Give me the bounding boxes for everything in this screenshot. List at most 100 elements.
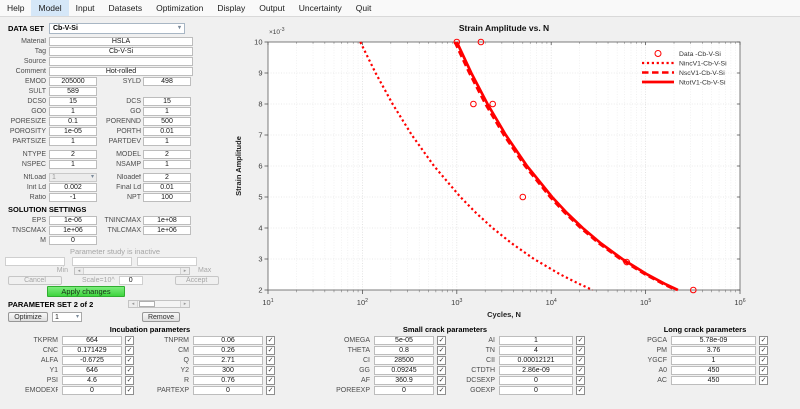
poresize-field[interactable]: 0.1 [49,116,97,126]
emod-field[interactable]: 205000 [49,76,97,86]
eps-field[interactable]: 1e-06 [49,215,97,225]
nsamp-field[interactable]: 1 [143,159,191,169]
syld-field[interactable]: 498 [143,76,191,86]
source-field[interactable] [49,56,193,66]
m-field[interactable]: 0 [49,235,97,245]
y2-field[interactable]: 300 [193,365,263,375]
y1-checkbox[interactable]: ✓ [125,365,134,375]
goexp-checkbox[interactable]: ✓ [576,385,585,395]
omega-field[interactable]: 5e-05 [374,335,434,345]
cm-checkbox[interactable]: ✓ [266,345,275,355]
af-field[interactable]: 360.9 [374,375,434,385]
ai-checkbox[interactable]: ✓ [576,335,585,345]
cnc-checkbox[interactable]: ✓ [125,345,134,355]
sult-field[interactable]: 589 [49,86,97,96]
ygcf-checkbox[interactable]: ✓ [759,355,768,365]
pgca-checkbox[interactable]: ✓ [759,335,768,345]
theta-field[interactable]: 0.8 [374,345,434,355]
model-field[interactable]: 2 [143,149,191,159]
tnscmax-field[interactable]: 1e+06 [49,225,97,235]
ci-checkbox[interactable]: ✓ [437,355,446,365]
dcs0-field[interactable]: 15 [49,96,97,106]
dcsexp-field[interactable]: 0 [499,375,573,385]
partsize-field[interactable]: 1 [49,136,97,146]
pm-checkbox[interactable]: ✓ [759,345,768,355]
optimize-button[interactable]: Optimize [8,312,48,322]
tkprm-field[interactable]: 664 [62,335,122,345]
cm-field[interactable]: 0.26 [193,345,263,355]
parameter-set-select[interactable]: 1 ▾ [52,312,82,322]
nspec-field[interactable]: 1 [49,159,97,169]
tnprm-checkbox[interactable]: ✓ [266,335,275,345]
menu-item-model[interactable]: Model [31,0,69,16]
menu-item-help[interactable]: Help [7,3,25,13]
slider-right-arrow-icon[interactable]: ▸ [180,301,189,307]
porosity-field[interactable]: 1e-05 [49,126,97,136]
tag-field[interactable]: Cb-V-Si [49,46,193,56]
partexp-checkbox[interactable]: ✓ [266,385,275,395]
y1-field[interactable]: 646 [62,365,122,375]
tnprm-field[interactable]: 0.06 [193,335,263,345]
gg-checkbox[interactable]: ✓ [437,365,446,375]
nloadef-field[interactable]: 2 [143,172,191,182]
tn-field[interactable]: 4 [499,345,573,355]
dcsexp-checkbox[interactable]: ✓ [576,375,585,385]
go0-field[interactable]: 1 [49,106,97,116]
accept-button[interactable]: Accept [174,275,219,285]
ntype-field[interactable]: 2 [49,149,97,159]
poreexp-field[interactable]: 0 [374,385,434,395]
cancel-button[interactable]: Cancel [8,275,62,285]
comment-field[interactable]: Hot-rolled [49,66,193,76]
ctdth-field[interactable]: 2.86e-09 [499,365,573,375]
remove-button[interactable]: Remove [142,312,180,322]
go-field[interactable]: 1 [143,106,191,116]
final-ld-field[interactable]: 0.01 [143,182,191,192]
ratio-field[interactable]: -1 [49,192,97,202]
ac-checkbox[interactable]: ✓ [759,375,768,385]
cii-checkbox[interactable]: ✓ [576,355,585,365]
tn-checkbox[interactable]: ✓ [576,345,585,355]
pm-field[interactable]: 3.76 [671,345,756,355]
q-checkbox[interactable]: ✓ [266,355,275,365]
ai-field[interactable]: 1 [499,335,573,345]
scale-field[interactable]: 0 [118,275,143,285]
menu-item-input[interactable]: Input [75,3,95,13]
menu-item-display[interactable]: Display [217,3,246,13]
ci-field[interactable]: 28500 [374,355,434,365]
material-field[interactable]: HSLA [49,36,193,46]
psi-field[interactable]: 4.6 [62,375,122,385]
menu-item-datasets[interactable]: Datasets [108,3,143,13]
tnincmax-field[interactable]: 1e+08 [143,215,191,225]
menu-item-uncertainty[interactable]: Uncertainty [298,3,342,13]
porennd-field[interactable]: 500 [143,116,191,126]
tkprm-checkbox[interactable]: ✓ [125,335,134,345]
slider-left-arrow-icon[interactable]: ◂ [75,267,84,274]
a0-checkbox[interactable]: ✓ [759,365,768,375]
slider-thumb[interactable] [139,301,155,307]
menu-item-output[interactable]: Output [259,3,285,13]
tnlcmax-field[interactable]: 1e+06 [143,225,191,235]
a0-field[interactable]: 450 [671,365,756,375]
slider-left-arrow-icon[interactable]: ◂ [129,301,138,307]
parameter-study-slider[interactable]: ◂ ▸ [74,266,190,275]
poreexp-checkbox[interactable]: ✓ [437,385,446,395]
af-checkbox[interactable]: ✓ [437,375,446,385]
theta-checkbox[interactable]: ✓ [437,345,446,355]
alfa-checkbox[interactable]: ✓ [125,355,134,365]
apply-changes-button[interactable]: Apply changes [47,286,125,297]
dcs-field[interactable]: 15 [143,96,191,106]
partdev-field[interactable]: 1 [143,136,191,146]
npt-field[interactable]: 100 [143,192,191,202]
q-field[interactable]: 2.71 [193,355,263,365]
gg-field[interactable]: 0.09245 [374,365,434,375]
emodexp-field[interactable]: 0 [62,385,122,395]
parameter-study-field-1[interactable] [5,256,65,266]
emodexp-checkbox[interactable]: ✓ [125,385,134,395]
init-ld-field[interactable]: 0.002 [49,182,97,192]
cnc-field[interactable]: 0.171429 [62,345,122,355]
parameter-set-slider[interactable]: ◂ ▸ [128,300,190,308]
partexp-field[interactable]: 0 [193,385,263,395]
goexp-field[interactable]: 0 [499,385,573,395]
porth-field[interactable]: 0.01 [143,126,191,136]
r-field[interactable]: 0.76 [193,375,263,385]
